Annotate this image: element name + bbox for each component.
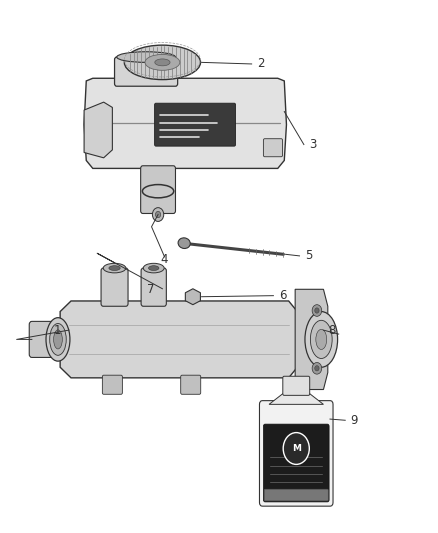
Text: 7: 7 (147, 284, 155, 296)
Circle shape (315, 308, 319, 313)
FancyBboxPatch shape (115, 57, 178, 86)
Text: 8: 8 (328, 324, 336, 337)
Ellipse shape (103, 263, 126, 273)
FancyBboxPatch shape (264, 489, 328, 501)
Text: M: M (292, 444, 301, 453)
Polygon shape (60, 301, 297, 378)
Ellipse shape (316, 329, 327, 350)
Polygon shape (84, 78, 286, 168)
Circle shape (312, 362, 322, 374)
FancyBboxPatch shape (263, 139, 283, 157)
Text: 9: 9 (350, 414, 358, 427)
FancyBboxPatch shape (102, 375, 122, 394)
FancyBboxPatch shape (283, 376, 310, 395)
Circle shape (152, 208, 164, 221)
Text: 6: 6 (279, 289, 286, 302)
Ellipse shape (311, 320, 332, 359)
FancyBboxPatch shape (141, 166, 176, 214)
FancyBboxPatch shape (181, 375, 201, 394)
Circle shape (155, 212, 161, 217)
Ellipse shape (305, 312, 338, 367)
Text: 2: 2 (257, 58, 265, 70)
FancyBboxPatch shape (141, 268, 166, 306)
Ellipse shape (53, 330, 62, 349)
Ellipse shape (145, 54, 180, 70)
Ellipse shape (117, 52, 176, 62)
Polygon shape (295, 289, 328, 390)
Ellipse shape (155, 59, 170, 66)
Ellipse shape (143, 263, 164, 273)
Ellipse shape (109, 266, 120, 270)
Polygon shape (84, 102, 113, 158)
FancyBboxPatch shape (29, 321, 60, 358)
Ellipse shape (46, 318, 70, 361)
Circle shape (312, 305, 322, 317)
Ellipse shape (49, 324, 66, 356)
Circle shape (283, 433, 309, 464)
FancyBboxPatch shape (259, 401, 333, 506)
Text: 4: 4 (161, 253, 168, 266)
Ellipse shape (124, 45, 201, 79)
Ellipse shape (178, 238, 190, 248)
Ellipse shape (148, 266, 159, 270)
FancyBboxPatch shape (263, 424, 329, 502)
Circle shape (315, 366, 319, 371)
FancyBboxPatch shape (155, 103, 236, 146)
FancyBboxPatch shape (101, 268, 128, 306)
Text: 1: 1 (54, 324, 61, 337)
Polygon shape (269, 391, 323, 405)
Text: 5: 5 (305, 249, 312, 262)
Polygon shape (185, 289, 201, 305)
Text: 3: 3 (309, 138, 317, 151)
